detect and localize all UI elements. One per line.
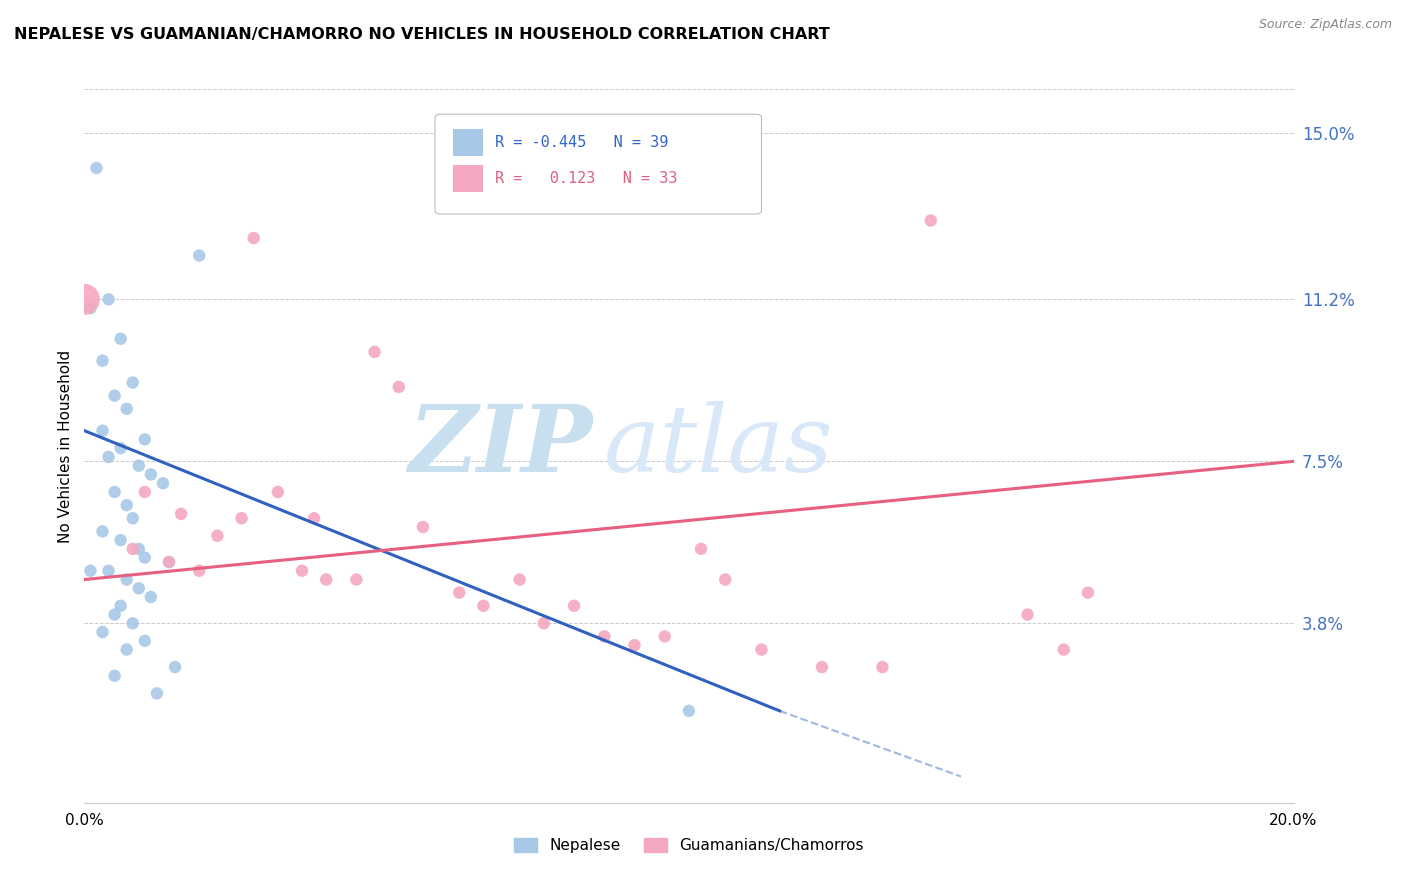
Point xyxy=(134,550,156,565)
Y-axis label: No Vehicles in Household: No Vehicles in Household xyxy=(58,350,73,542)
Point xyxy=(115,401,138,416)
Point xyxy=(91,424,114,438)
Point xyxy=(91,524,114,539)
Point xyxy=(472,599,495,613)
Point xyxy=(79,301,101,315)
Point xyxy=(97,450,120,464)
Point xyxy=(121,511,143,525)
Point xyxy=(128,458,150,473)
Point xyxy=(690,541,713,556)
Point xyxy=(188,249,211,263)
Point xyxy=(346,573,368,587)
Point xyxy=(104,389,127,403)
Point xyxy=(121,616,143,631)
Text: Source: ZipAtlas.com: Source: ZipAtlas.com xyxy=(1258,18,1392,31)
Point xyxy=(751,642,773,657)
Point xyxy=(97,564,120,578)
Point xyxy=(388,380,411,394)
Text: ZIP: ZIP xyxy=(408,401,592,491)
Point xyxy=(110,533,132,548)
Point xyxy=(134,433,156,447)
Point xyxy=(207,529,229,543)
Point xyxy=(593,629,616,643)
Point xyxy=(128,582,150,596)
Point xyxy=(363,344,385,359)
Point xyxy=(242,231,264,245)
Point xyxy=(872,660,894,674)
Point xyxy=(139,467,162,482)
Point xyxy=(623,638,645,652)
Point xyxy=(188,564,211,578)
Point xyxy=(157,555,180,569)
Text: R =   0.123   N = 33: R = 0.123 N = 33 xyxy=(495,171,678,186)
Point xyxy=(134,633,156,648)
Point xyxy=(134,485,156,500)
Text: atlas: atlas xyxy=(605,401,834,491)
Point xyxy=(302,511,325,525)
Point xyxy=(654,629,676,643)
Point xyxy=(1077,585,1099,599)
Point xyxy=(110,599,132,613)
Text: R = -0.445   N = 39: R = -0.445 N = 39 xyxy=(495,136,669,150)
Point xyxy=(91,625,114,640)
Point xyxy=(291,564,314,578)
Point xyxy=(121,541,143,556)
Point xyxy=(139,590,162,604)
Point xyxy=(110,332,132,346)
Point xyxy=(128,541,150,556)
Point xyxy=(920,213,942,227)
Text: NEPALESE VS GUAMANIAN/CHAMORRO NO VEHICLES IN HOUSEHOLD CORRELATION CHART: NEPALESE VS GUAMANIAN/CHAMORRO NO VEHICL… xyxy=(14,27,830,42)
Point xyxy=(1017,607,1039,622)
Point xyxy=(97,293,120,307)
Point xyxy=(104,607,127,622)
Point xyxy=(104,485,127,500)
Point xyxy=(110,441,132,455)
Point xyxy=(1053,642,1076,657)
Point xyxy=(152,476,174,491)
Point xyxy=(146,686,169,700)
Point xyxy=(86,161,108,175)
Point xyxy=(115,573,138,587)
Point xyxy=(104,669,127,683)
Point xyxy=(165,660,187,674)
Point xyxy=(121,376,143,390)
Point xyxy=(73,293,96,307)
Point xyxy=(231,511,253,525)
Point xyxy=(157,555,180,569)
Point xyxy=(714,573,737,587)
FancyBboxPatch shape xyxy=(453,129,484,156)
FancyBboxPatch shape xyxy=(453,165,484,192)
Point xyxy=(811,660,834,674)
FancyBboxPatch shape xyxy=(434,114,762,214)
Point xyxy=(267,485,290,500)
Point xyxy=(170,507,193,521)
Point xyxy=(115,642,138,657)
Point xyxy=(315,573,337,587)
Point xyxy=(79,564,101,578)
Point xyxy=(678,704,700,718)
Point xyxy=(449,585,471,599)
Point xyxy=(509,573,531,587)
Point xyxy=(412,520,434,534)
Legend: Nepalese, Guamanians/Chamorros: Nepalese, Guamanians/Chamorros xyxy=(509,832,869,859)
Point xyxy=(91,353,114,368)
Point xyxy=(115,498,138,512)
Point xyxy=(562,599,585,613)
Point xyxy=(533,616,555,631)
